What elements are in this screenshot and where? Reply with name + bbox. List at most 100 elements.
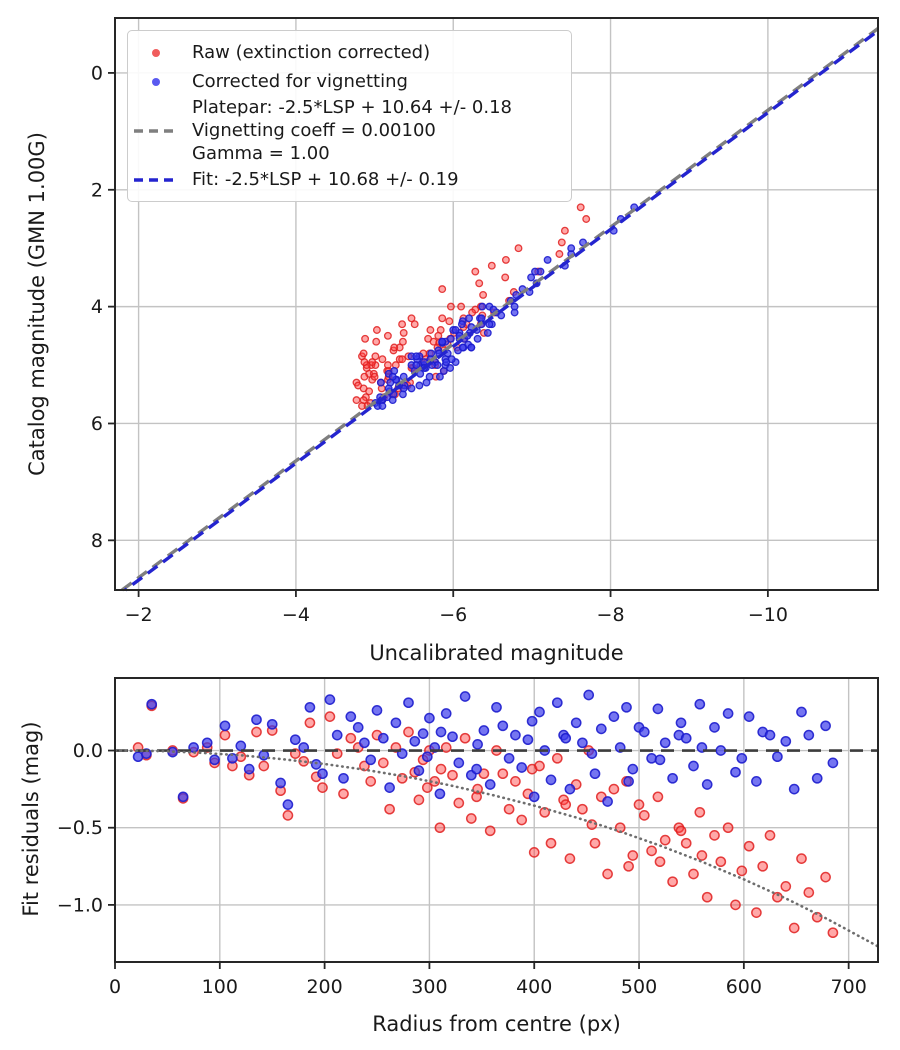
raw-data-point: [577, 803, 588, 815]
corrected-data-point: [317, 768, 328, 780]
ticks: [108, 72, 769, 597]
raw-data-point: [736, 865, 748, 877]
raw-data-point: [383, 331, 392, 340]
corrected-data-point: [551, 697, 563, 709]
corrected-data-point: [522, 734, 534, 746]
raw-data-point: [589, 837, 601, 849]
corrected-data-point: [177, 791, 189, 803]
corrected-data-point: [235, 740, 247, 752]
corrected-data-point: [608, 711, 620, 722]
raw-data-point: [468, 308, 477, 317]
raw-data-point: [484, 825, 496, 837]
corrected-data-point: [796, 706, 807, 718]
corrected-data-point: [435, 726, 447, 738]
raw-data-point: [646, 845, 657, 857]
corrected-data-point: [435, 372, 444, 381]
corrected-data-point: [627, 763, 639, 775]
corrected-data-point: [209, 754, 220, 766]
raw-data-point: [359, 349, 368, 358]
raw-data-point: [564, 853, 576, 864]
raw-data-point: [582, 215, 591, 223]
bottom-x-axis-label: Radius from centre (px): [372, 1012, 621, 1036]
raw-data-point: [472, 783, 483, 795]
corrected-data-point: [526, 715, 538, 727]
raw-data-point: [560, 799, 572, 810]
raw-data-point: [370, 372, 379, 381]
corrected-scatter-series: [371, 203, 639, 410]
corrected-data-point: [531, 267, 539, 276]
raw-marker-swatch: [128, 48, 184, 57]
corrected-data-point: [465, 314, 473, 323]
raw-data-point: [361, 334, 370, 343]
corrected-data-point: [146, 698, 158, 710]
corrected-data-point: [567, 244, 576, 253]
raw-data-point: [534, 760, 545, 772]
grid: [114, 678, 878, 962]
platepar-line: [121, 27, 880, 592]
corrected-data-point: [459, 691, 471, 702]
y-tick-label: 0: [91, 62, 103, 84]
corrected-data-point: [827, 757, 839, 769]
corrected-data-point: [497, 720, 509, 732]
raw-data-point: [410, 320, 419, 329]
gray-dashed-line-icon: [134, 128, 178, 133]
corrected-data-point: [331, 729, 343, 741]
x-tick-label: −10: [748, 604, 788, 626]
corrected-data-point: [282, 799, 294, 810]
legend-label-platepar: Platepar: -2.5*LSP + 10.64 +/- 0.18 Vign…: [192, 96, 512, 165]
raw-data-point: [551, 752, 563, 764]
corrected-data-point: [289, 734, 301, 746]
corrected-data-point: [654, 754, 666, 766]
raw-data-point: [395, 355, 404, 364]
raw-data-point: [510, 776, 521, 787]
corrected-data-point: [421, 751, 433, 763]
corrected-data-point: [483, 328, 492, 337]
corrected-data-point: [412, 361, 421, 370]
raw-data-point: [377, 757, 389, 769]
raw-data-point: [501, 255, 510, 264]
ticks: [108, 749, 850, 969]
blue-dashed-line-icon: [134, 177, 178, 182]
raw-data-point: [446, 302, 455, 311]
raw-data-point: [516, 814, 528, 826]
corrected-marker-swatch: [128, 77, 184, 86]
corrected-data-point: [621, 701, 632, 713]
raw-data-point: [384, 803, 395, 815]
corrected-data-point: [377, 732, 389, 744]
y-tick-label: 2: [91, 179, 103, 201]
legend-item-fit: Fit: -2.5*LSP + 10.68 +/- 0.19: [128, 165, 561, 194]
corrected-data-point: [646, 752, 657, 764]
corrected-data-point: [803, 729, 815, 741]
raw-data-point: [514, 244, 523, 253]
raw-data-point: [465, 813, 477, 824]
top-x-axis-label: Uncalibrated magnitude: [369, 641, 624, 665]
corrected-data-point: [338, 772, 349, 784]
raw-data-point: [390, 343, 399, 352]
corrected-data-point: [304, 701, 316, 713]
corrected-data-point: [510, 729, 521, 741]
corrected-data-point: [446, 334, 455, 343]
x-tick-label: −6: [439, 604, 467, 626]
raw-data-point: [479, 290, 488, 299]
y-tick-label: −1.0: [57, 894, 103, 916]
raw-data-point: [820, 871, 831, 883]
raw-data-point: [436, 326, 445, 334]
y-tick-label: 0.0: [73, 740, 103, 762]
x-tick-label: 0: [109, 976, 121, 998]
top-y-axis-label: Catalog magnitude (GMN 1.00G): [25, 132, 49, 476]
corrected-data-point: [398, 390, 407, 399]
corrected-data-point: [352, 722, 364, 733]
corrected-data-point: [478, 725, 490, 736]
raw-data-point: [796, 853, 807, 864]
corrected-data-point: [407, 384, 416, 393]
corrected-scatter-series: [132, 689, 839, 810]
raw-data-point: [235, 751, 247, 763]
raw-data-point: [251, 726, 262, 738]
corrected-data-point: [638, 726, 650, 738]
raw-dot-icon: [152, 48, 160, 57]
corrected-data-point: [365, 754, 377, 766]
raw-data-point: [324, 711, 336, 722]
corrected-data-point: [772, 751, 783, 763]
corrected-data-point: [409, 735, 421, 747]
raw-data-point: [459, 732, 471, 744]
